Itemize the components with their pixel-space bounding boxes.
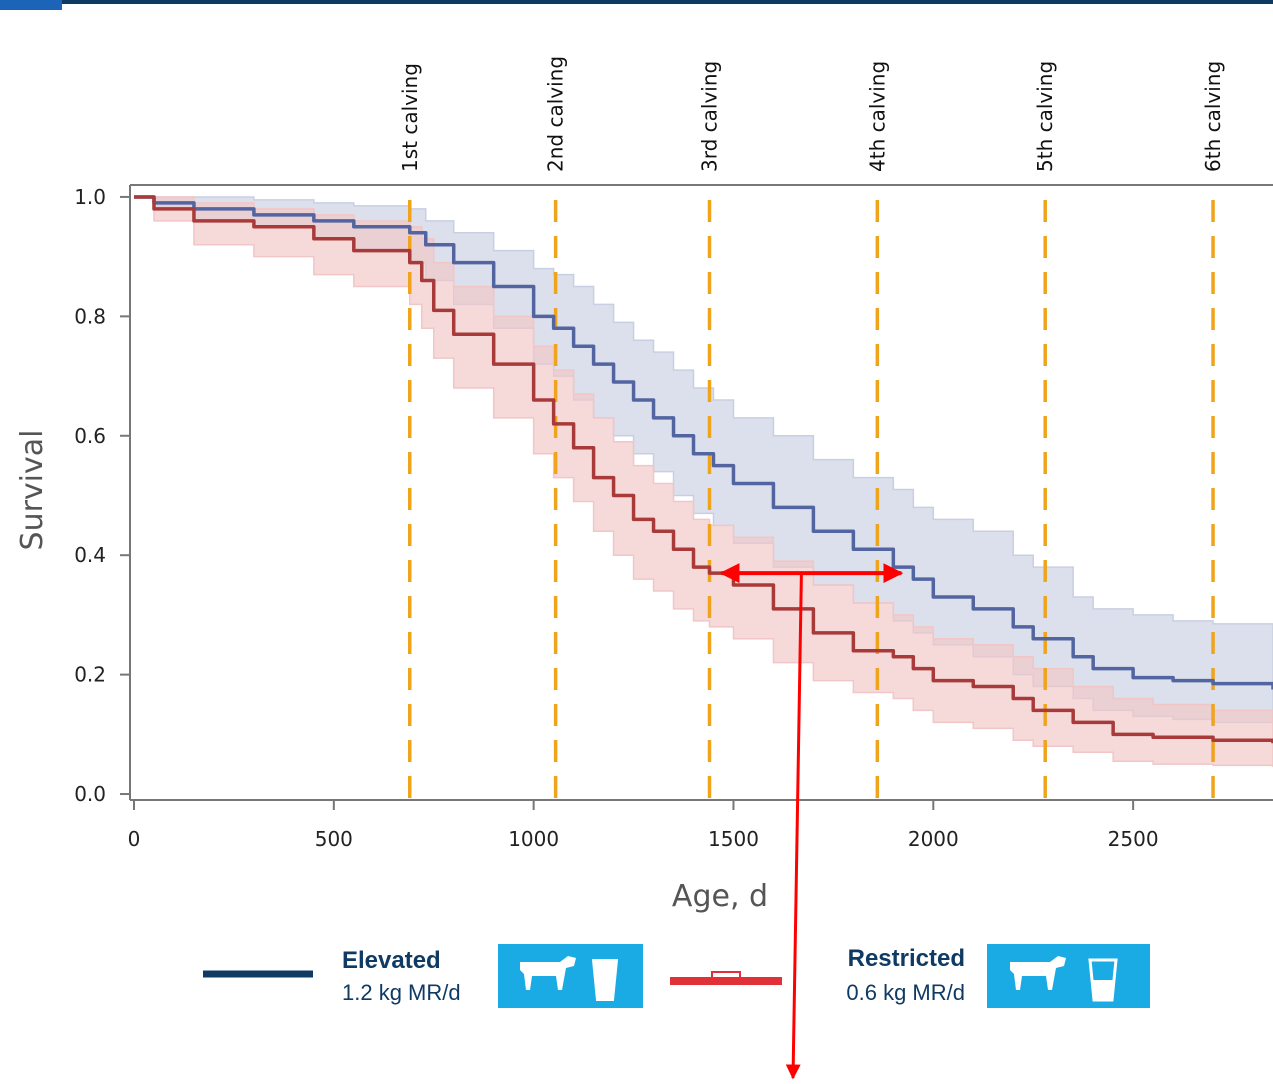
confidence-bands [133,196,1273,768]
top-accent-bar [0,0,1273,4]
survival-line-restricted [133,195,1273,744]
survival-lines [133,195,1273,744]
calf-milk-half-icon [987,944,1150,1008]
y-tick-label: 1.0 [74,185,106,209]
legend-restricted-subtitle: 0.6 kg MR/d [846,980,965,1005]
top-accent-notch [0,0,62,10]
legend-item-restricted: Restricted 0.6 kg MR/d [670,944,1150,1008]
legend-elevated-subtitle: 1.2 kg MR/d [342,980,461,1005]
calving-label-5: 5th calving [1033,61,1057,172]
x-tick-label: 0 [128,827,141,851]
calving-label-6: 6th calving [1201,61,1225,172]
y-tick-label: 0.6 [74,424,106,448]
x-tick-label: 500 [315,827,353,851]
y-tick-label: 0.4 [74,543,106,567]
calving-lines: 1st calving 2nd calving 3rd calving 4th cal… [398,56,1225,800]
x-tick-label: 1000 [508,827,559,851]
legend-swatch-restricted [670,977,782,985]
x-axis-title: Age, d [672,879,768,914]
y-tick-label: 0.0 [74,782,106,806]
x-tick-label: 2000 [908,827,959,851]
legend: Elevated 1.2 kg MR/d Restricted 0.6 kg M… [203,944,1150,1008]
difference-annotation [719,563,904,1080]
calving-label-2: 2nd calving [544,56,568,172]
legend-elevated-title: Elevated [342,947,441,974]
legend-restricted-title: Restricted [848,945,965,972]
x-tick-label: 2500 [1108,827,1159,851]
x-ticks: 0 500 1000 1500 2000 2500 [128,800,1159,851]
x-tick-label: 1500 [708,827,759,851]
downward-arrow [785,573,803,1080]
y-ticks: 0.0 0.2 0.4 0.6 0.8 1.0 [74,185,130,806]
survival-line-elevated [133,195,1273,690]
calving-label-3: 3rd calving [697,61,721,172]
y-tick-label: 0.2 [74,663,106,687]
calf-milk-full-icon [498,944,643,1008]
confidence-band-elevated [133,196,1273,726]
calving-label-1: 1st calving [398,63,422,172]
y-axis-title: Survival [15,430,50,551]
y-tick-label: 0.8 [74,304,106,328]
calving-label-4: 4th calving [865,61,889,172]
confidence-band-restricted [133,196,1273,768]
legend-item-elevated: Elevated 1.2 kg MR/d [203,944,643,1008]
